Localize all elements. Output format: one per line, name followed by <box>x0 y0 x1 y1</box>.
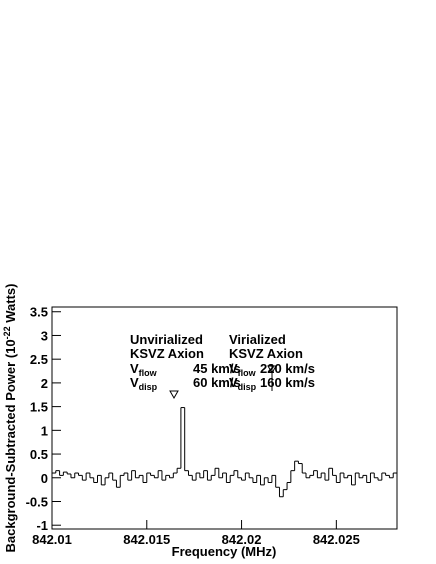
annotation: 220 km/s <box>260 361 315 376</box>
annotation: KSVZ Axion <box>130 346 204 361</box>
x-tick-label: 842.02 <box>222 532 262 547</box>
annotation: Vflow <box>229 361 257 378</box>
subscript: flow <box>238 368 257 378</box>
x-axis-label: Frequency (MHz) <box>172 544 277 559</box>
subscript: disp <box>238 382 257 392</box>
y-tick-label: -1 <box>36 518 48 533</box>
y-tick-label: 0 <box>41 471 48 486</box>
annotation: Vflow <box>130 361 158 378</box>
marker-triangle <box>169 390 179 400</box>
symbol: V <box>130 375 139 390</box>
subscript: disp <box>139 382 158 392</box>
y-tick-label: 3.5 <box>30 305 48 320</box>
y-label-suffix: Watts) <box>3 284 18 327</box>
annotation: Virialized <box>229 332 286 347</box>
y-tick-label: 1 <box>41 423 48 438</box>
y-tick-label: 0.5 <box>30 447 48 462</box>
y-tick-label: 2 <box>41 376 48 391</box>
annotation: 45 km/s <box>193 361 241 376</box>
annotation: Vdisp <box>130 375 158 392</box>
x-tick-label: 842.015 <box>123 532 170 547</box>
annotation: Unvirialized <box>130 332 203 347</box>
y-label-sup: -22 <box>2 326 12 339</box>
y-tick-label: 2.5 <box>30 352 48 367</box>
y-tick-label: 3 <box>41 328 48 343</box>
y-tick-label: 1.5 <box>30 400 48 415</box>
symbol: V <box>130 361 139 376</box>
annotation: 60 km/s <box>193 375 241 390</box>
annotation: 160 km/s <box>260 375 315 390</box>
symbol: V <box>229 361 238 376</box>
marker-triangle <box>267 365 277 375</box>
y-tick-label: -0.5 <box>26 494 48 509</box>
subscript: flow <box>139 368 158 378</box>
x-tick-label: 842.01 <box>32 532 72 547</box>
x-tick-label: 842.025 <box>313 532 360 547</box>
annotation: KSVZ Axion <box>229 346 303 361</box>
symbol: V <box>229 375 238 390</box>
y-label-text: Background-Subtracted Power (10 <box>3 339 18 552</box>
annotation: Vdisp <box>229 375 257 392</box>
plot-frame <box>51 306 398 530</box>
y-axis-label: Background-Subtracted Power (10-22 Watts… <box>2 284 18 553</box>
